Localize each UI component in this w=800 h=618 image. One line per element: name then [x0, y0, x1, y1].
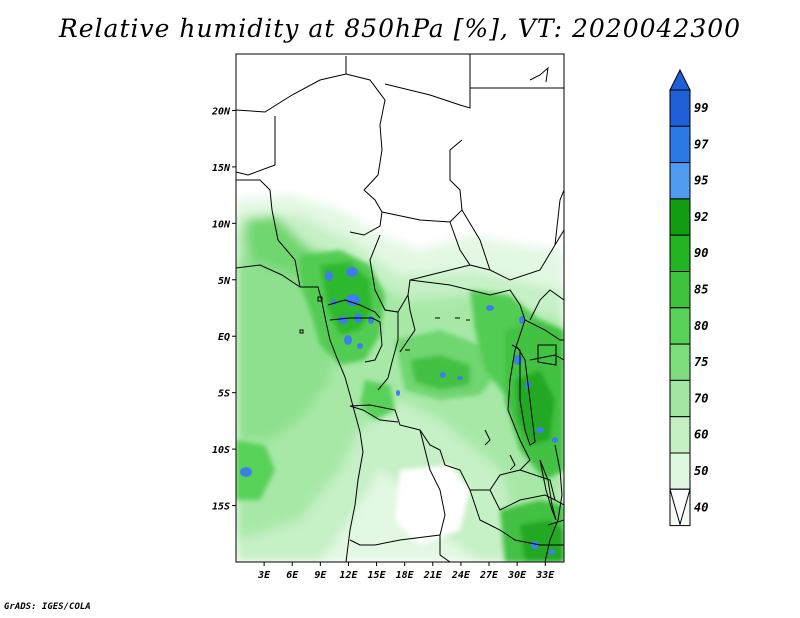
lon-tick-label: 27E — [479, 570, 499, 581]
colorbar-label: 60 — [694, 428, 708, 442]
colorbar-label: 90 — [694, 246, 708, 260]
colorbar-segment — [669, 198, 691, 236]
map-frame — [235, 53, 565, 563]
colorbar-segment — [669, 343, 691, 381]
country-borders — [236, 54, 564, 562]
lon-tick-label: 9E — [314, 570, 327, 581]
lat-tick-label: 10N — [212, 219, 231, 230]
lat-tick-label: 20N — [211, 106, 231, 117]
latitude-axis: 20N 15N 10N 5N EQ 5S 10S 15S — [211, 106, 236, 513]
colorbar-segment — [669, 416, 691, 454]
lat-tick-label: EQ — [218, 332, 230, 343]
longitude-axis: 3E 6E 9E 12E 15E 18E 21E 24E 27E 30E 33E — [257, 562, 555, 581]
colorbar-label: 50 — [694, 464, 708, 478]
lat-tick-label: 10S — [212, 445, 230, 456]
lon-tick-label: 33E — [535, 570, 555, 581]
lon-tick-label: 21E — [423, 570, 443, 581]
lon-tick-label: 24E — [451, 570, 471, 581]
lon-tick-label: 18E — [396, 570, 415, 581]
lon-tick-label: 3E — [257, 570, 271, 581]
colorbar-label: 92 — [694, 210, 708, 224]
colorbar-segment — [669, 162, 691, 200]
colorbar-segment — [669, 125, 691, 164]
lat-tick-label: 5S — [218, 389, 230, 400]
saturated-cells — [240, 267, 558, 555]
chart-title: Relative humidity at 850hPa [%], VT: 202… — [58, 14, 742, 43]
footer-credit: GrADS: IGES/COLA — [4, 602, 91, 612]
colorbar-label: 85 — [694, 283, 708, 297]
colorbar-bottom-arrow — [669, 488, 691, 527]
colorbar-top-arrow — [669, 68, 691, 91]
lat-tick-label: 15N — [212, 163, 231, 174]
colorbar-segment — [669, 379, 691, 418]
colorbar-label: 97 — [694, 137, 709, 151]
colorbar-label: 75 — [694, 355, 708, 369]
colorbar-segment — [669, 234, 691, 272]
colorbar-label: 70 — [694, 391, 708, 405]
colorbar: 99 97 95 92 90 85 80 75 70 60 50 40 — [669, 68, 709, 527]
colorbar-label: 95 — [694, 174, 708, 188]
lon-tick-label: 12E — [339, 570, 358, 581]
colorbar-segment — [669, 271, 691, 309]
lon-tick-label: 15E — [368, 570, 387, 581]
lat-tick-label: 15S — [212, 502, 230, 513]
lon-tick-label: 30E — [507, 570, 527, 581]
colorbar-label: 99 — [694, 101, 708, 115]
colorbar-label: 80 — [694, 319, 708, 333]
colorbar-label: 40 — [694, 500, 708, 514]
lat-tick-label: 5N — [218, 276, 231, 287]
colorbar-segment — [669, 452, 691, 490]
colorbar-segment — [669, 89, 691, 127]
lon-tick-label: 6E — [286, 570, 299, 581]
colorbar-segment — [669, 307, 691, 345]
